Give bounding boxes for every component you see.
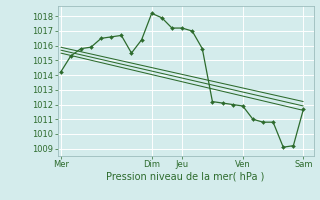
X-axis label: Pression niveau de la mer( hPa ): Pression niveau de la mer( hPa ) xyxy=(107,172,265,182)
